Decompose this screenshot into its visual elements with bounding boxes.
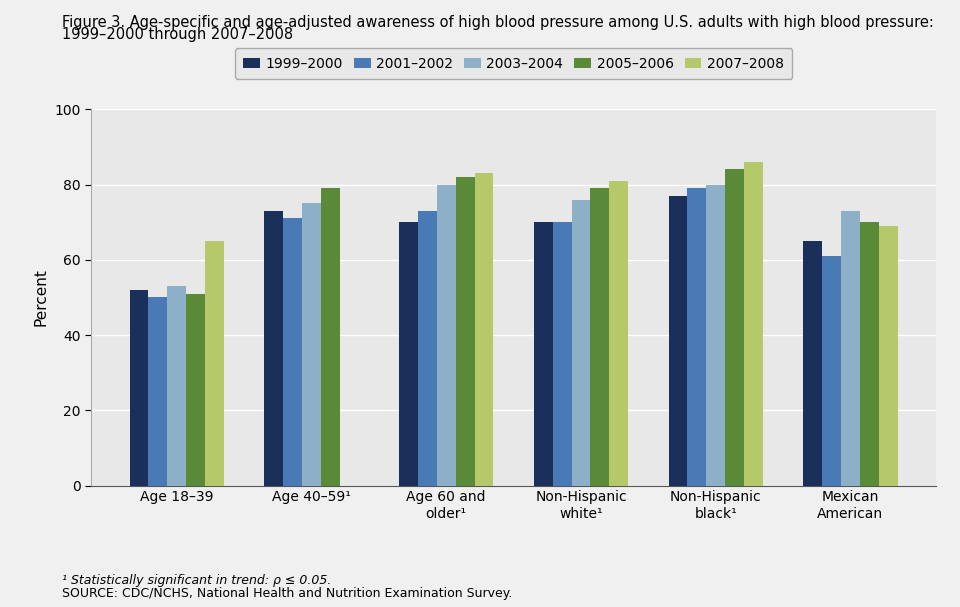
Bar — [283, 219, 302, 486]
Bar — [878, 226, 898, 486]
Bar — [707, 185, 725, 486]
Text: Figure 3. Age-specific and age-adjusted awareness of high blood pressure among U: Figure 3. Age-specific and age-adjusted … — [62, 15, 934, 30]
Bar — [804, 241, 822, 486]
Text: ¹ Statistically significant in trend: ρ ≤ 0.05.: ¹ Statistically significant in trend: ρ … — [62, 574, 332, 586]
Bar — [610, 181, 628, 486]
Bar — [186, 294, 205, 486]
Bar — [456, 177, 474, 486]
Bar — [668, 196, 687, 486]
Bar — [841, 211, 860, 486]
Bar — [725, 169, 744, 486]
Bar — [822, 256, 841, 486]
Text: SOURCE: CDC/NCHS, National Health and Nutrition Examination Survey.: SOURCE: CDC/NCHS, National Health and Nu… — [62, 587, 513, 600]
Bar — [553, 222, 571, 486]
Bar — [437, 185, 456, 486]
Bar — [149, 297, 167, 486]
Bar — [130, 290, 149, 486]
Bar — [474, 173, 493, 486]
Bar — [418, 211, 437, 486]
Bar — [264, 211, 283, 486]
Bar — [744, 162, 763, 486]
Y-axis label: Percent: Percent — [34, 268, 49, 327]
Bar — [167, 286, 186, 486]
Text: 1999–2000 through 2007–2008: 1999–2000 through 2007–2008 — [62, 27, 294, 42]
Bar — [205, 241, 224, 486]
Bar — [321, 188, 340, 486]
Bar — [302, 203, 321, 486]
Bar — [860, 222, 878, 486]
Bar — [399, 222, 418, 486]
Bar — [534, 222, 553, 486]
Legend: 1999–2000, 2001–2002, 2003–2004, 2005–2006, 2007–2008: 1999–2000, 2001–2002, 2003–2004, 2005–20… — [235, 49, 792, 79]
Bar — [571, 200, 590, 486]
Bar — [590, 188, 610, 486]
Bar — [687, 188, 707, 486]
